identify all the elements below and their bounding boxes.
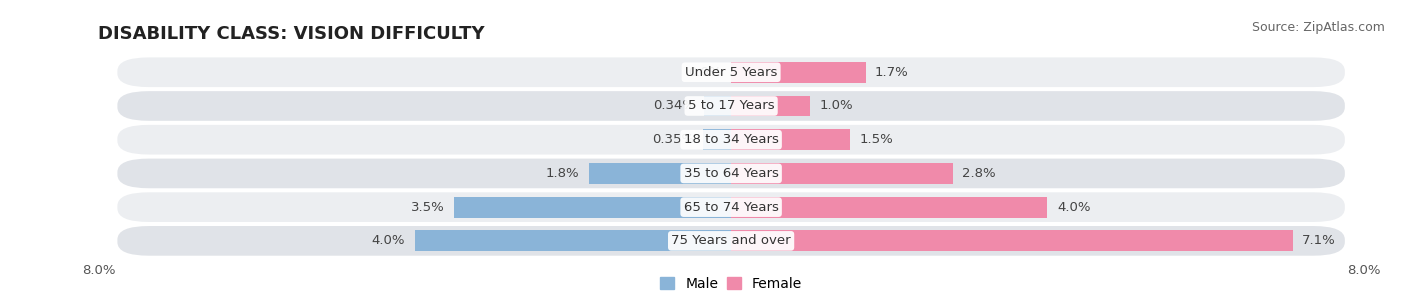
Text: 4.0%: 4.0% [371, 234, 405, 247]
Bar [731, 163, 952, 184]
Bar [415, 230, 731, 251]
FancyBboxPatch shape [117, 159, 1344, 188]
Text: 4.0%: 4.0% [1057, 201, 1091, 214]
Text: 1.8%: 1.8% [546, 167, 579, 180]
Text: 18 to 34 Years: 18 to 34 Years [683, 133, 779, 146]
Text: DISABILITY CLASS: VISION DIFFICULTY: DISABILITY CLASS: VISION DIFFICULTY [98, 25, 485, 43]
Bar [454, 197, 731, 218]
Bar [731, 95, 810, 116]
Text: 0.0%: 0.0% [688, 66, 721, 79]
Bar [731, 197, 1047, 218]
Bar [731, 62, 866, 83]
Text: Source: ZipAtlas.com: Source: ZipAtlas.com [1251, 21, 1385, 34]
Text: 3.5%: 3.5% [411, 201, 444, 214]
Text: 0.34%: 0.34% [652, 99, 695, 112]
Text: 1.5%: 1.5% [859, 133, 893, 146]
Text: 1.7%: 1.7% [875, 66, 908, 79]
Text: 7.1%: 7.1% [1302, 234, 1336, 247]
FancyBboxPatch shape [117, 125, 1344, 154]
Bar [731, 230, 1292, 251]
Text: 65 to 74 Years: 65 to 74 Years [683, 201, 779, 214]
Bar [731, 129, 849, 150]
Text: 75 Years and over: 75 Years and over [671, 234, 792, 247]
Text: Under 5 Years: Under 5 Years [685, 66, 778, 79]
FancyBboxPatch shape [117, 192, 1344, 222]
Text: 35 to 64 Years: 35 to 64 Years [683, 167, 779, 180]
Legend: Male, Female: Male, Female [655, 271, 807, 296]
Text: 5 to 17 Years: 5 to 17 Years [688, 99, 775, 112]
Bar [704, 95, 731, 116]
FancyBboxPatch shape [117, 226, 1344, 256]
Text: 0.35%: 0.35% [652, 133, 695, 146]
FancyBboxPatch shape [117, 91, 1344, 121]
Text: 2.8%: 2.8% [962, 167, 995, 180]
FancyBboxPatch shape [117, 57, 1344, 87]
Bar [703, 129, 731, 150]
Text: 1.0%: 1.0% [820, 99, 853, 112]
Bar [589, 163, 731, 184]
